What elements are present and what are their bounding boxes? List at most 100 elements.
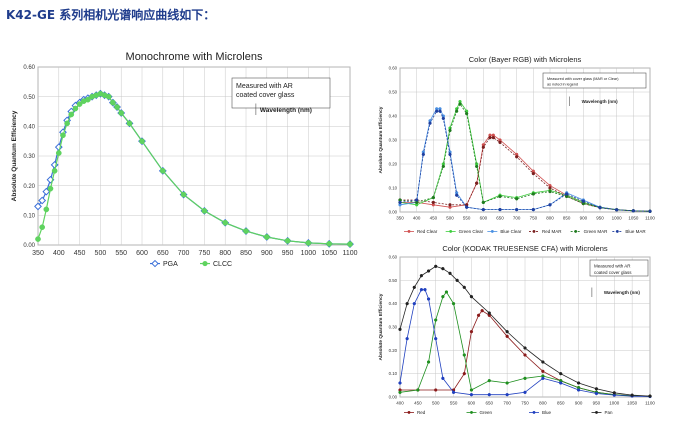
data-point xyxy=(51,167,58,174)
x-tick-label: 850 xyxy=(563,216,571,221)
y-tick-label: 0.50 xyxy=(23,95,35,101)
data-point xyxy=(60,132,66,139)
legend-marker xyxy=(532,411,536,414)
data-point xyxy=(565,192,569,196)
data-point xyxy=(505,381,509,385)
x-tick-label: 450 xyxy=(430,216,438,221)
x-tick-label: 400 xyxy=(413,216,421,221)
data-point xyxy=(594,391,599,396)
data-point xyxy=(598,206,602,210)
x-tick-label: 800 xyxy=(219,250,231,257)
data-point xyxy=(541,369,545,373)
data-point xyxy=(548,186,552,190)
data-point xyxy=(648,209,652,213)
legend-marker xyxy=(574,230,578,233)
x-tick-label: 700 xyxy=(178,250,190,257)
data-point xyxy=(469,330,474,334)
data-point xyxy=(469,393,474,397)
data-point xyxy=(34,202,42,211)
x-tick-label: 950 xyxy=(593,401,601,406)
x-tick-label: 1050 xyxy=(627,401,638,406)
legend-label: Green Clear xyxy=(459,229,484,234)
data-point xyxy=(139,138,145,145)
data-point xyxy=(576,381,581,385)
x-tick-label: 900 xyxy=(575,401,583,406)
data-point xyxy=(548,189,552,194)
x-axis-label: Wavelength (nm) xyxy=(260,107,312,114)
data-point xyxy=(458,102,462,106)
data-point xyxy=(441,164,445,169)
legend-label: Blue xyxy=(542,410,552,415)
chart-3: 400 450 500 550 600 650 700 750 800 850 900 950 1000… xyxy=(378,244,655,415)
annotation-text: Measured with AR xyxy=(594,264,631,269)
y-axis-label: Absolute Quantum Efficiency xyxy=(11,110,18,201)
data-point xyxy=(487,393,491,397)
chart-title: Monochrome with Microlens xyxy=(126,51,263,63)
legend-marker xyxy=(470,411,473,414)
legend-label: Red xyxy=(417,410,426,415)
data-point xyxy=(448,152,452,157)
data-point xyxy=(488,135,492,140)
data-point xyxy=(523,353,527,357)
data-point xyxy=(419,274,424,278)
legend-label: Green xyxy=(480,410,493,415)
data-point xyxy=(43,206,50,213)
data-point xyxy=(419,288,424,292)
data-point xyxy=(487,311,491,315)
x-tick-label: 1100 xyxy=(342,250,357,257)
x-tick-label: 500 xyxy=(432,401,440,406)
data-point xyxy=(548,203,552,207)
data-point xyxy=(559,381,563,385)
x-tick-label: 750 xyxy=(530,216,538,221)
data-point xyxy=(523,376,527,380)
x-tick-label: 1000 xyxy=(609,401,620,406)
data-point xyxy=(469,388,474,392)
data-point xyxy=(487,379,491,383)
y-tick-label: 0.40 xyxy=(389,301,398,306)
legend-label: Green MAR xyxy=(584,229,609,234)
x-tick-label: 800 xyxy=(546,216,554,221)
x-tick-label: 850 xyxy=(240,250,252,257)
y-axis-label: Absolute Quantum Efficiency xyxy=(378,293,384,360)
data-point xyxy=(455,193,459,197)
y-tick-label: 0.00 xyxy=(23,243,35,249)
y-tick-label: 0.50 xyxy=(389,278,398,283)
data-point xyxy=(505,330,509,334)
legend-label: Pan xyxy=(605,410,614,415)
x-tick-label: 700 xyxy=(503,401,511,406)
data-point xyxy=(426,269,431,273)
data-point xyxy=(405,302,409,306)
data-point xyxy=(114,104,120,110)
x-tick-label: 800 xyxy=(539,401,547,406)
y-tick-label: 0.40 xyxy=(389,114,398,119)
data-point xyxy=(68,111,75,118)
legend-marker xyxy=(202,260,208,267)
x-tick-label: 450 xyxy=(414,401,422,406)
data-point xyxy=(498,207,502,212)
data-point xyxy=(126,120,133,127)
data-point xyxy=(426,360,431,364)
data-point xyxy=(465,111,469,116)
legend-label: Blue Clear xyxy=(500,229,522,234)
data-point xyxy=(481,207,485,212)
x-tick-label: 450 xyxy=(74,250,86,257)
data-point xyxy=(35,236,41,242)
y-tick-label: 0.40 xyxy=(23,124,35,130)
x-tick-label: 350 xyxy=(32,250,44,257)
x-tick-label: 600 xyxy=(136,250,148,257)
data-point xyxy=(448,128,452,133)
x-tick-label: 1050 xyxy=(628,216,639,221)
y-axis-label: Absolute Quantum Efficiency xyxy=(378,106,384,173)
y-tick-label: 0.20 xyxy=(389,348,398,353)
data-point xyxy=(648,394,652,398)
data-point xyxy=(76,101,83,107)
data-point xyxy=(481,200,485,205)
data-point xyxy=(515,197,519,201)
x-tick-label: 900 xyxy=(580,216,588,221)
data-point xyxy=(481,145,485,149)
chart-1: 350 400 450 500 550 600 650 700 750 800 850 900 950 1… xyxy=(11,51,358,268)
data-point xyxy=(72,105,79,112)
data-point xyxy=(594,387,599,391)
legend-marker xyxy=(407,411,411,414)
chart-title: Color (Bayer RGB) with Microlens xyxy=(469,55,582,64)
